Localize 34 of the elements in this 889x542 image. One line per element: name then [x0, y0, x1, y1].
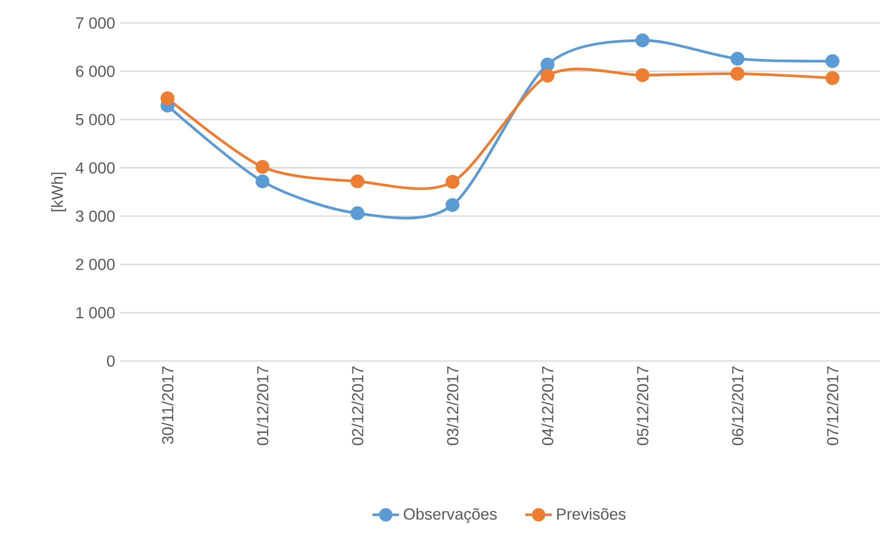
point: [256, 174, 270, 188]
x-tick-label: 30/11/2017: [162, 366, 174, 444]
point: [636, 33, 650, 48]
point: [446, 198, 460, 212]
y-tick-label: 2 000: [76, 258, 115, 270]
x-tick-label: 01/12/2017: [256, 366, 268, 446]
x-tick-label: 06/12/2017: [732, 366, 744, 446]
point: [636, 68, 650, 82]
y-axis-title: [kWh]: [51, 172, 66, 212]
y-tick-label: 4 000: [76, 162, 115, 174]
x-tick-label: 02/12/2017: [352, 366, 364, 446]
point: [256, 160, 270, 174]
y-tick-label: 6 000: [76, 66, 115, 77]
x-tick-label: 03/12/2017: [446, 366, 458, 446]
x-tick-label: 04/12/2017: [542, 366, 554, 446]
point: [446, 174, 460, 189]
legend-label: Previsões: [557, 508, 626, 520]
point: [160, 91, 174, 106]
point: [730, 52, 744, 66]
point: [540, 68, 554, 83]
point: [730, 66, 744, 81]
y-tick-label: 3 000: [76, 210, 115, 222]
y-tick-label: 1 000: [76, 307, 115, 318]
y-tick-label: 0: [107, 355, 115, 367]
x-tick-label: 05/12/2017: [636, 366, 648, 446]
point: [350, 174, 364, 188]
point: [540, 58, 554, 72]
point: [826, 71, 840, 85]
point: [826, 54, 840, 68]
x-tick-label: 07/12/2017: [826, 366, 838, 446]
y-tick-label: 5 000: [76, 114, 115, 126]
legend-label: Observações: [404, 508, 497, 523]
point: [350, 206, 364, 220]
y-tick-label: 7 000: [76, 17, 115, 29]
